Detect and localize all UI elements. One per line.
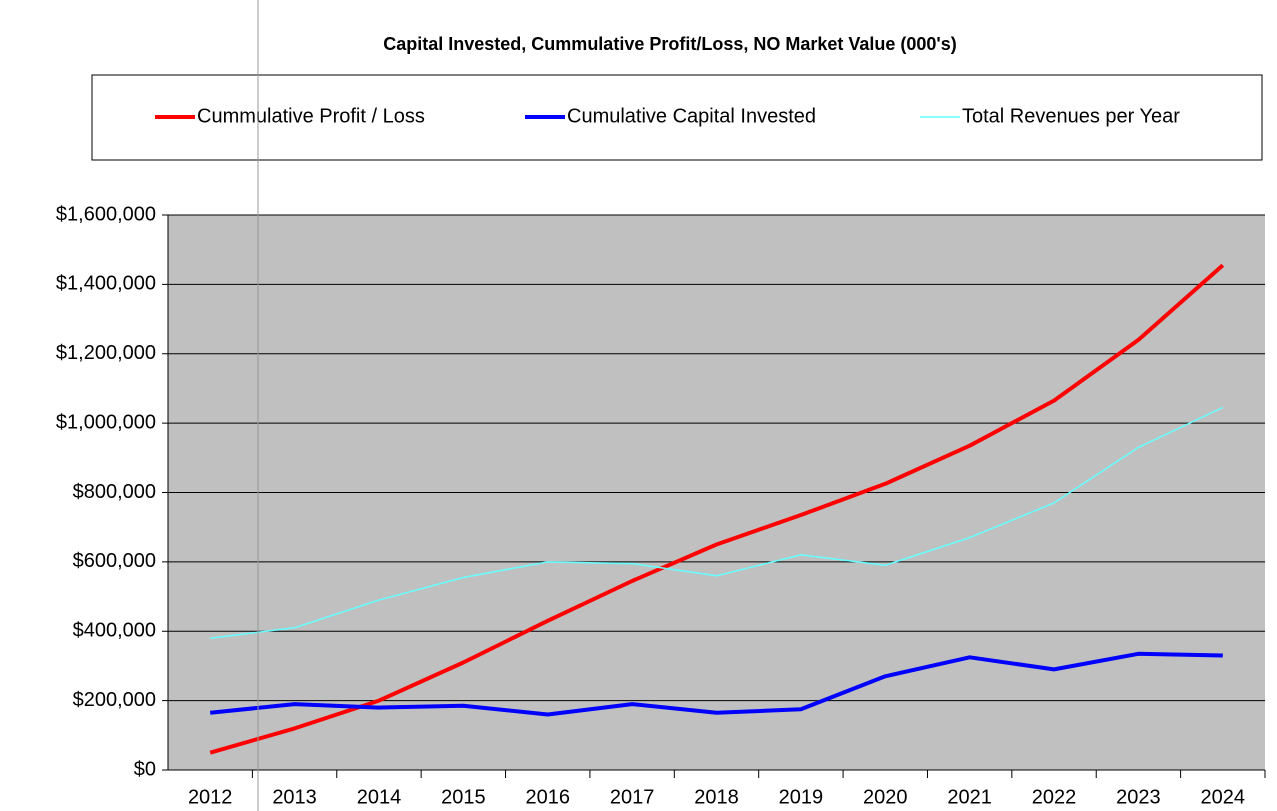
x-tick-label: 2012 [188,786,233,808]
x-tick-label: 2016 [525,786,570,808]
x-tick-label: 2013 [272,786,317,808]
legend-label: Cumulative Capital Invested [567,105,816,127]
x-tick-label: 2017 [610,786,655,808]
y-tick-label: $200,000 [73,689,156,711]
series-line [210,406,1224,639]
series-line [209,651,1223,717]
legend-label: Cummulative Profit / Loss [197,105,425,127]
y-tick-label: $600,000 [73,550,156,572]
x-tick-label: 2024 [1201,786,1246,808]
x-tick-label: 2020 [863,786,908,808]
y-tick-label: $1,600,000 [56,203,156,225]
y-tick-label: $1,200,000 [56,342,156,364]
legend-label: Total Revenues per Year [962,105,1180,127]
x-tick-label: 2021 [947,786,992,808]
series-line [209,263,1225,755]
x-tick-label: 2022 [1032,786,1077,808]
y-tick-label: $400,000 [73,620,156,642]
y-tick-label: $1,400,000 [56,273,156,295]
chart-title: Capital Invested, Cummulative Profit/Los… [383,34,956,54]
y-tick-label: $0 [134,758,156,780]
y-tick-label: $1,000,000 [56,411,156,433]
y-tick-label: $800,000 [73,481,156,503]
layer: $0 $200,000 $400,000 $600,000 $800,000 $1,000… [56,105,1266,808]
x-tick-label: 2019 [779,786,824,808]
x-tick-label: 2014 [357,786,402,808]
x-tick-label: 2023 [1116,786,1161,808]
x-tick-label: 2015 [441,786,486,808]
legend-box [91,74,1263,161]
x-tick-label: 2018 [694,786,739,808]
